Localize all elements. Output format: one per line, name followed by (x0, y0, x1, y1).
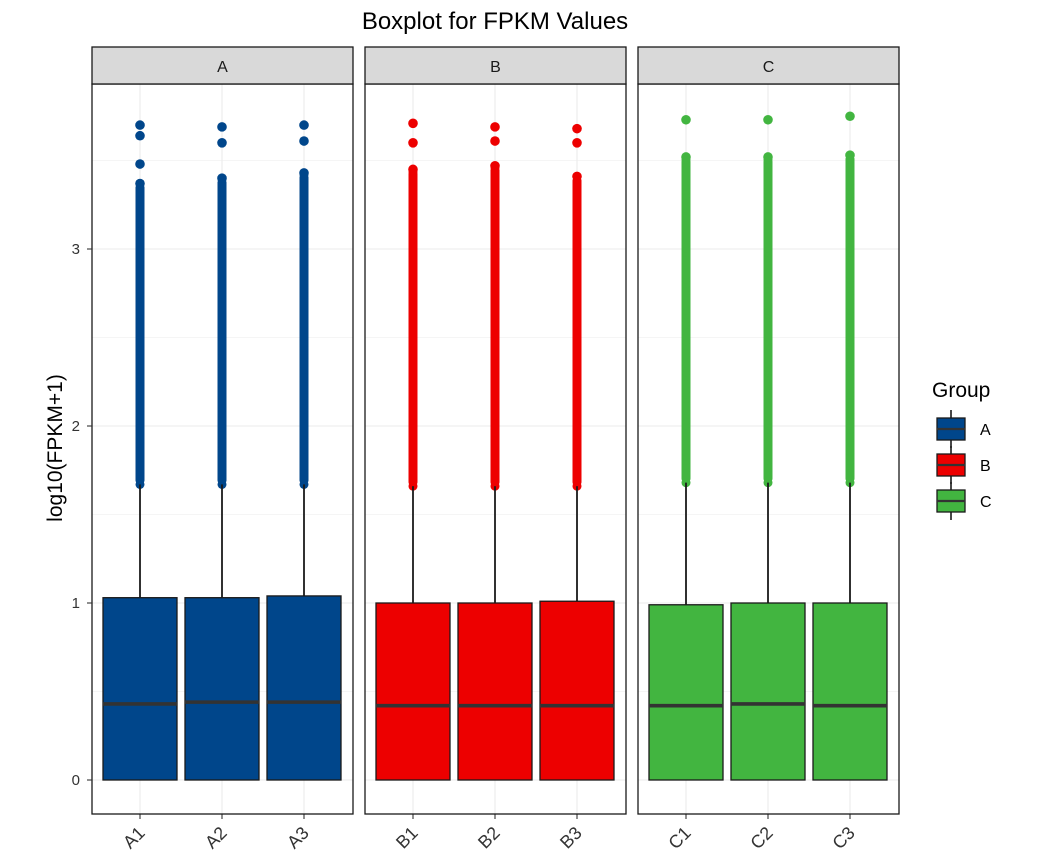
facet-panel-A: A1 A2 A3 A (91, 46, 354, 853)
legend-item-B: B (936, 446, 991, 484)
x-tick-label: B2 (474, 823, 504, 853)
facet-strip (364, 46, 627, 85)
box-iqr (102, 597, 178, 781)
outlier-point (299, 168, 309, 178)
outlier-point (135, 130, 145, 141)
legend-label: A (980, 422, 991, 439)
outlier-point (490, 161, 500, 171)
outlier-point (299, 120, 309, 130)
facet-strip-label: C (763, 59, 775, 76)
outlier-point (572, 138, 582, 148)
x-tick-label: C1 (664, 823, 694, 853)
box-C2 (730, 114, 806, 781)
box-iqr (730, 602, 806, 781)
x-tick-label: C3 (828, 823, 858, 853)
legend-item-A: A (936, 410, 991, 448)
legend-label: B (980, 458, 991, 475)
x-tick-label: A3 (283, 823, 313, 853)
outlier-point (135, 159, 145, 169)
box-iqr (184, 597, 260, 781)
outlier-point (681, 152, 691, 162)
box-C3 (812, 111, 888, 781)
outlier-point (217, 122, 227, 132)
x-tick-label: C2 (746, 823, 776, 853)
outlier-point (490, 136, 500, 146)
y-axis: 0 1 2 3 (72, 241, 92, 789)
box-iqr (648, 604, 724, 781)
chart-title: Boxplot for FPKM Values (362, 8, 628, 35)
outlier-point (217, 173, 227, 183)
box-iqr (457, 602, 533, 781)
facet-panel-C: C1 C2 C3 C (637, 46, 900, 853)
outlier-point (490, 122, 500, 132)
outlier-point (299, 136, 309, 146)
outlier-point (135, 178, 145, 189)
outlier-point (572, 123, 582, 134)
box-iqr (812, 602, 888, 781)
y-tick-label: 3 (72, 241, 80, 258)
outlier-point (135, 120, 145, 130)
x-tick-label: B3 (556, 823, 586, 853)
legend-item-C: C (936, 482, 992, 520)
box-iqr (266, 595, 342, 781)
outlier-point (681, 114, 691, 125)
legend: Group A B C (932, 379, 992, 520)
box-B3 (539, 123, 615, 781)
outlier-point (408, 138, 418, 148)
facet-panel-B: B1 B2 B3 B (364, 46, 627, 853)
box-iqr (539, 600, 615, 781)
box-B2 (457, 122, 533, 781)
outlier-point (217, 138, 227, 148)
outlier-point (845, 111, 855, 122)
x-tick-label: B1 (392, 823, 422, 853)
box-A1 (102, 120, 178, 781)
legend-label: C (980, 494, 992, 511)
y-axis-title: log10(FPKM+1) (44, 374, 67, 522)
outlier-point (408, 164, 418, 175)
facet-strip (637, 46, 900, 85)
outlier-point (845, 150, 855, 160)
legend-title: Group (932, 379, 990, 402)
box-C1 (648, 114, 724, 781)
x-tick-label: A2 (201, 823, 231, 853)
outlier-point (763, 114, 773, 125)
box-iqr (375, 602, 451, 781)
y-tick-label: 1 (72, 595, 80, 612)
facet-strip-label: A (217, 59, 228, 76)
x-tick-label: A1 (119, 823, 149, 853)
box-A2 (184, 122, 260, 781)
facet-strip (91, 46, 354, 85)
outlier-point (763, 152, 773, 162)
box-A3 (266, 120, 342, 781)
facet-panels: A1 A2 A3 A B1 B2 B3 B C1 C2 C3 C (91, 46, 900, 853)
y-tick-label: 2 (72, 418, 80, 435)
facet-strip-label: B (490, 59, 501, 76)
outlier-point (408, 118, 418, 129)
y-tick-label: 0 (72, 772, 80, 789)
outlier-point (572, 171, 582, 182)
box-B1 (375, 118, 451, 781)
